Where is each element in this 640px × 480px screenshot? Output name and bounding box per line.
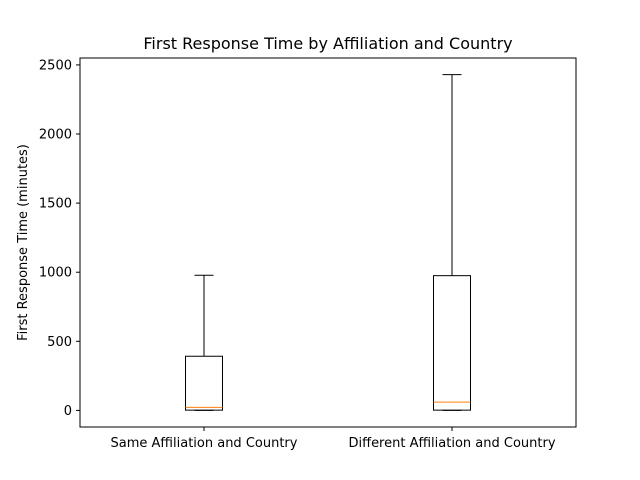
y-tick-label: 500 xyxy=(47,335,72,350)
y-tick-label: 0 xyxy=(64,404,72,419)
x-tick-label: Same Affiliation and Country xyxy=(111,436,298,451)
y-tick-label: 1500 xyxy=(39,197,72,212)
chart-title: First Response Time by Affiliation and C… xyxy=(143,34,512,53)
y-tick-label: 2500 xyxy=(39,58,72,73)
y-axis-ticks: 0 500 1000 1500 2000 2500 xyxy=(39,58,80,419)
box-series xyxy=(185,74,471,411)
iqr-box xyxy=(185,355,223,411)
y-tick-label: 2000 xyxy=(39,128,72,143)
y-axis-label: First Response Time (minutes) xyxy=(16,144,31,341)
iqr-box xyxy=(433,275,471,411)
x-axis-ticks: Same Affiliation and Country Different Af… xyxy=(111,427,556,451)
plot-frame xyxy=(79,57,577,428)
x-tick-label: Different Affiliation and Country xyxy=(348,436,555,451)
y-tick-label: 1000 xyxy=(39,266,72,281)
box-group xyxy=(433,74,471,411)
box-group xyxy=(185,274,223,411)
